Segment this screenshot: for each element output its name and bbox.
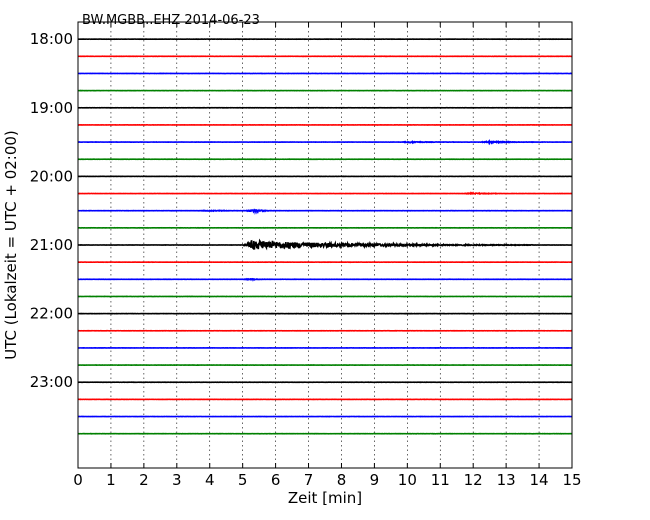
trace-line-2100 xyxy=(77,238,573,251)
x-tick-label: 0 xyxy=(73,471,83,489)
trace-line-1930 xyxy=(77,138,573,146)
x-axis-label: Zeit [min] xyxy=(288,489,362,507)
y-tick-label: 19:00 xyxy=(30,99,73,117)
x-tick-label: 2 xyxy=(139,471,149,489)
y-tick-label: 20:00 xyxy=(30,167,73,185)
x-tick-labels: 0 1 2 3 4 5 6 7 8 9 10 11 12 13 14 15 xyxy=(73,471,581,489)
trace-lines xyxy=(77,38,573,435)
y-axis-label: UTC (Lokalzeit = UTC + 02:00) xyxy=(2,130,20,360)
x-tick-label: 8 xyxy=(337,471,347,489)
y-tick-label: 18:00 xyxy=(30,30,73,48)
y-tick-label: 22:00 xyxy=(30,305,73,323)
y-tick-label: 21:00 xyxy=(30,236,73,254)
x-tick-label: 10 xyxy=(398,471,417,489)
x-tick-label: 14 xyxy=(530,471,549,489)
x-tick-label: 7 xyxy=(304,471,314,489)
x-tick-label: 4 xyxy=(205,471,215,489)
x-tick-label: 15 xyxy=(562,471,581,489)
trace-line-2130 xyxy=(77,277,573,282)
x-tick-label: 6 xyxy=(271,471,281,489)
chart-title: BW.MGBB..EHZ 2014-06-23 xyxy=(82,13,260,28)
x-tick-label: 3 xyxy=(172,471,182,489)
x-tick-label: 11 xyxy=(431,471,450,489)
x-tick-label: 9 xyxy=(370,471,380,489)
y-tick-label: 23:00 xyxy=(30,373,73,391)
trace-line-2030 xyxy=(77,208,573,216)
x-tick-label: 13 xyxy=(497,471,516,489)
x-tick-label: 5 xyxy=(238,471,248,489)
x-tick-label: 1 xyxy=(106,471,116,489)
trace-line-2015 xyxy=(77,191,573,195)
y-tick-labels: 18:00 19:00 20:00 21:00 22:00 23:00 xyxy=(30,30,73,391)
axis-ticks xyxy=(77,22,573,468)
x-tick-label: 12 xyxy=(464,471,483,489)
